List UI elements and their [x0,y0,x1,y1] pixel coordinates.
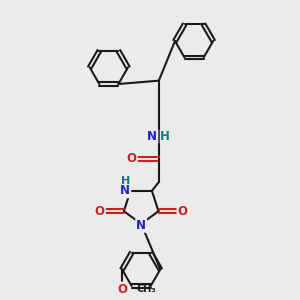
Text: CH₃: CH₃ [137,284,156,294]
Text: N: N [136,219,146,232]
Text: O: O [95,205,105,218]
Text: O: O [117,283,127,296]
Text: N: N [147,130,158,143]
Text: O: O [178,205,188,218]
Text: H: H [160,130,170,143]
Text: N: N [120,184,130,197]
Text: H: H [121,176,130,187]
Text: O: O [127,152,137,165]
